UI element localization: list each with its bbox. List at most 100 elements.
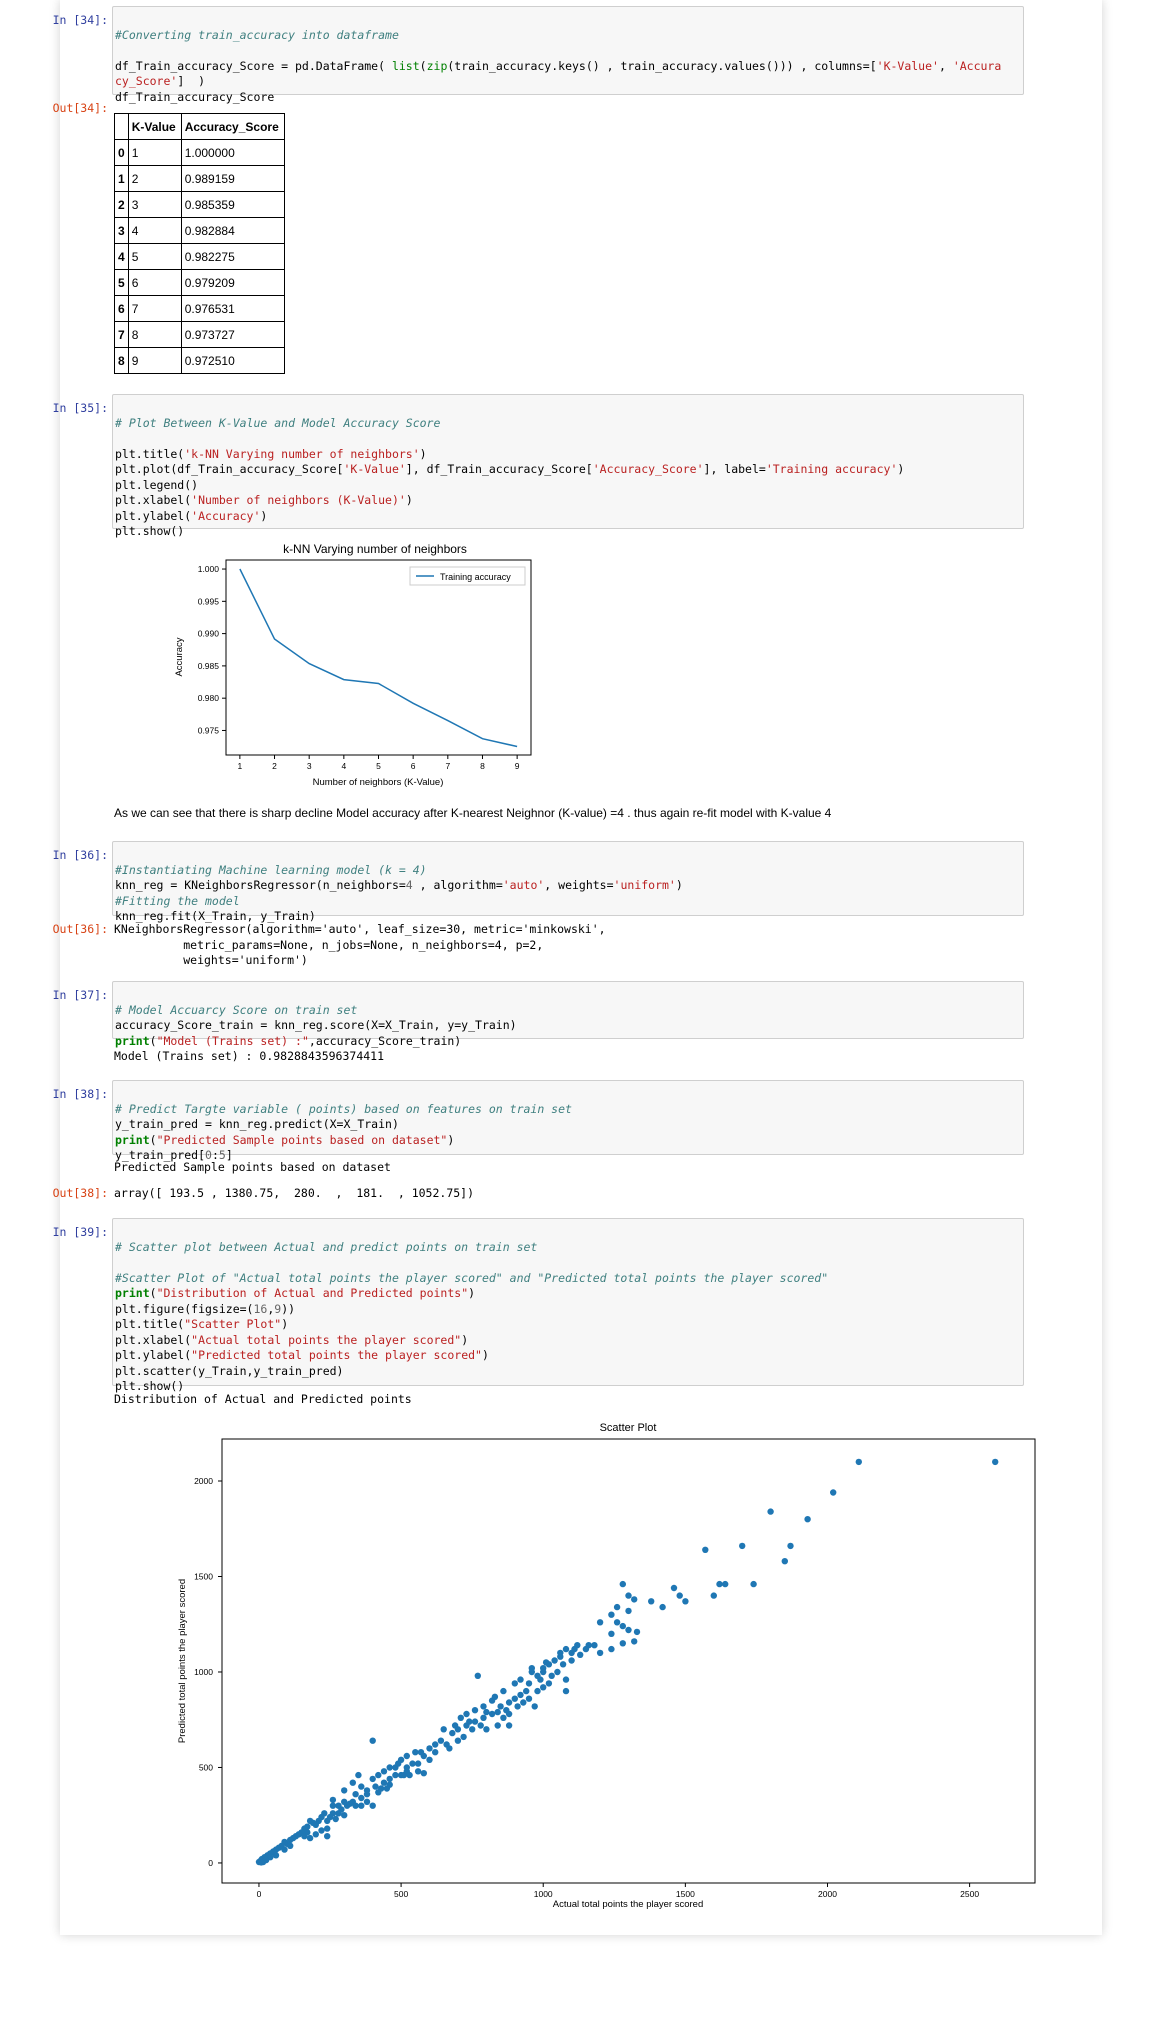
scatter-point <box>613 1619 621 1626</box>
scatter-point <box>767 1508 774 1515</box>
scatter-point <box>352 1791 359 1798</box>
scatter-point <box>380 1779 388 1786</box>
chart-legend: Training accuracy <box>409 566 526 586</box>
scatter-point <box>324 1833 331 1840</box>
scatter-point <box>702 1546 709 1553</box>
scatter-point <box>403 1764 410 1771</box>
scatter-point <box>548 1672 555 1679</box>
scatter-point <box>306 1817 314 1825</box>
cell36-code-input[interactable]: #Instantiating Machine learning model (k… <box>112 841 1024 923</box>
x-tick-label: 1500 <box>676 1889 695 1899</box>
scatter-point <box>608 1645 615 1653</box>
scatter-point <box>400 1771 408 1779</box>
scatter-point <box>577 1651 584 1658</box>
scatter-point <box>480 1703 487 1710</box>
scatter-point <box>505 1722 513 1729</box>
scatter-point <box>722 1580 729 1588</box>
scatter-point <box>378 1785 385 1792</box>
scatter-point <box>426 1745 433 1752</box>
scatter-point <box>676 1592 683 1599</box>
x-tick-label: 500 <box>394 1889 408 1899</box>
cell34-in-prompt: In [34]: <box>52 13 108 27</box>
scatter-point <box>514 1703 521 1710</box>
scatter-point <box>648 1598 655 1605</box>
scatter-point <box>318 1827 325 1834</box>
scatter-point <box>449 1729 456 1737</box>
scatter-point <box>466 1718 473 1725</box>
scatter-point <box>631 1596 638 1603</box>
legend-label: Training accuracy <box>440 572 511 582</box>
x-tick-label: 0 <box>257 1889 262 1899</box>
scatter-point <box>710 1592 717 1599</box>
y-axis-label: Accuracy <box>174 637 185 676</box>
scatter-point <box>505 1710 513 1718</box>
scatter-point <box>358 1783 365 1790</box>
scatter-point <box>500 1714 507 1721</box>
scatter-point <box>306 1834 314 1842</box>
cell37-stdout: Model (Trains set) : 0.9828843596374411 <box>114 1049 385 1063</box>
scatter-point <box>488 1710 496 1718</box>
scatter-point <box>992 1458 999 1466</box>
scatter-point <box>517 1676 524 1683</box>
scatter-point <box>352 1802 359 1809</box>
cell36-out-prompt: Out[36]: <box>52 922 108 936</box>
y-tick-label: 0.985 <box>198 661 220 671</box>
x-axis-label: Number of neighbors (K-Value) <box>313 777 444 788</box>
scatter-point <box>500 1687 507 1695</box>
y-axis-label: Predicted total points the player scored <box>177 1579 188 1743</box>
cell35-in-prompt: In [35]: <box>52 401 108 415</box>
scatter-point <box>457 1714 464 1721</box>
table-row: 2 3 0.985359 <box>114 191 285 218</box>
cell34-code-input[interactable]: #Converting train_accuracy into datafram… <box>112 6 1024 104</box>
scatter-point <box>537 1676 544 1683</box>
scatter-point <box>454 1737 462 1744</box>
scatter-point <box>432 1749 439 1756</box>
scatter-point <box>505 1699 513 1706</box>
x-tick-label: 7 <box>445 761 450 771</box>
table-header-kvalue: K-Value <box>127 113 182 140</box>
scatter-point <box>596 1649 604 1657</box>
table-row: 4 5 0.982275 <box>114 243 285 270</box>
scatter-point <box>460 1733 467 1741</box>
scatter-point <box>494 1722 501 1729</box>
cell35-code-input[interactable]: # Plot Between K-Value and Model Accurac… <box>112 394 1024 538</box>
scatter-point <box>511 1695 518 1702</box>
scatter-point <box>272 1852 280 1859</box>
chart-title: Scatter Plot <box>600 1422 657 1434</box>
y-tick-label: 0.980 <box>198 693 220 703</box>
scatter-point <box>386 1775 393 1783</box>
cell39-code-input[interactable]: # Scatter plot between Actual and predic… <box>112 1218 1024 1393</box>
cell38-code-input[interactable]: # Predict Targte variable ( points) base… <box>112 1080 1024 1162</box>
scatter-point <box>324 1825 331 1832</box>
cell39-stdout: Distribution of Actual and Predicted poi… <box>114 1392 412 1406</box>
scatter-point <box>682 1598 689 1605</box>
x-tick-label: 3 <box>307 761 312 771</box>
scatter-point <box>750 1580 757 1588</box>
scatter-point <box>420 1770 427 1777</box>
scatter-point <box>525 1680 533 1687</box>
cell34-comment: #Converting train_accuracy into datafram… <box>115 27 399 42</box>
table-index-header <box>114 113 129 140</box>
cell37-code-input[interactable]: # Model Accuarcy Score on train set accu… <box>112 981 1024 1048</box>
scatter-point <box>358 1794 365 1802</box>
markdown-text: As we can see that there is sharp declin… <box>114 806 832 820</box>
x-tick-label: 2 <box>272 761 277 771</box>
cell38-stdout: Predicted Sample points based on dataset <box>114 1160 391 1174</box>
y-tick-label: 1.000 <box>198 564 220 574</box>
table-row: 6 7 0.976531 <box>114 295 285 322</box>
scatter-point <box>855 1458 862 1466</box>
table-row: 1 2 0.989159 <box>114 165 285 192</box>
x-tick-label: 9 <box>515 761 520 771</box>
x-tick-label: 2000 <box>818 1889 837 1899</box>
cell37-in-prompt: In [37]: <box>52 988 108 1002</box>
table-row: 7 8 0.973727 <box>114 321 285 348</box>
y-tick-label: 1500 <box>194 1571 213 1581</box>
scatter-point <box>335 1810 342 1817</box>
scatter-point <box>781 1558 788 1565</box>
scatter-point <box>559 1661 567 1668</box>
scatter-point <box>346 1800 354 1807</box>
x-tick-label: 5 <box>376 761 381 771</box>
scatter-point <box>474 1672 481 1679</box>
scatter-point <box>341 1787 348 1794</box>
scatter-point <box>363 1791 371 1798</box>
